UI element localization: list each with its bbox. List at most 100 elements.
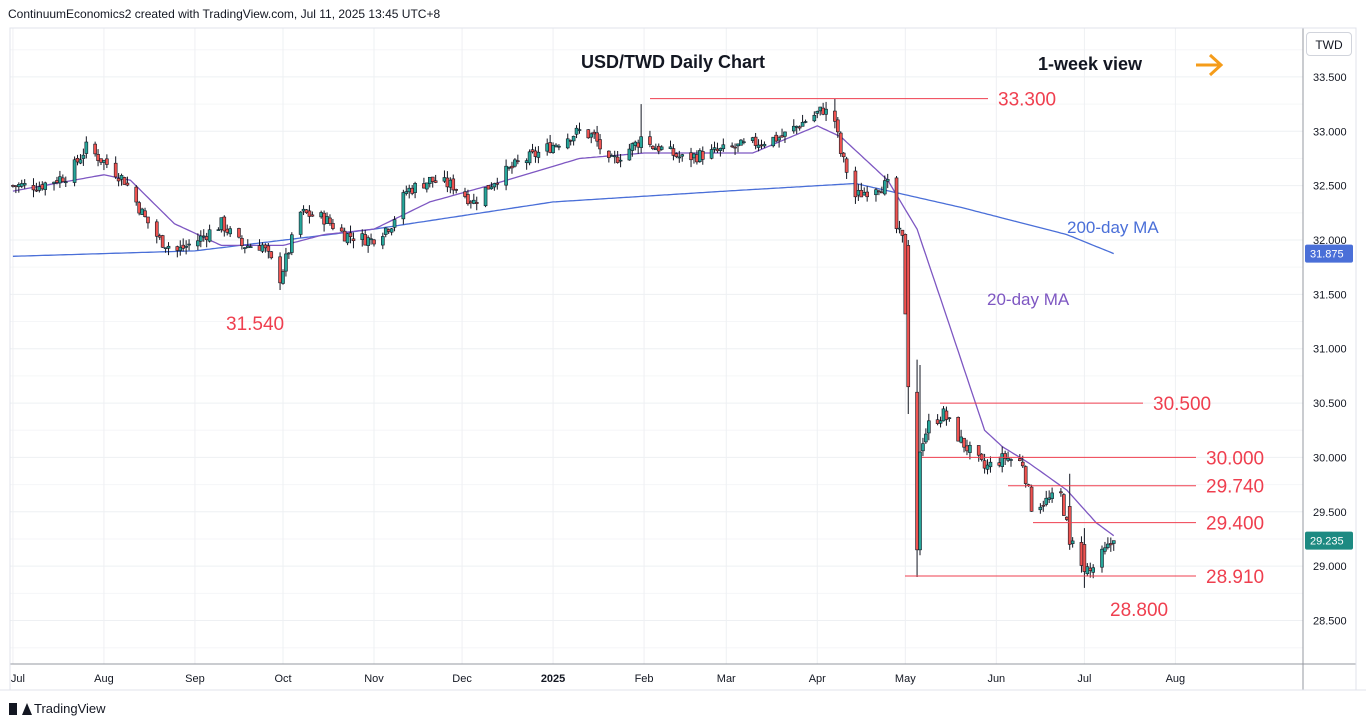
candle-body [1106,543,1110,548]
levels [650,98,1196,577]
candle [700,146,705,165]
candle [742,138,746,145]
candle-body [31,185,36,191]
candle-body [941,408,946,422]
candle [938,416,943,428]
x-tick-label: Sep [185,673,205,685]
candle [483,187,488,208]
candle-body [671,148,676,156]
candle-body [997,462,1002,466]
candle-body [1044,497,1049,505]
candle [944,406,949,426]
candle-body [37,186,42,191]
candle-body [469,201,473,204]
candle-body [659,146,664,150]
candle-body [154,221,159,237]
candle-body [988,461,993,468]
candle [1038,503,1043,514]
candle-body [495,182,500,185]
candle [865,186,869,202]
candle [654,143,658,151]
candle [777,135,781,148]
candle-body [516,160,520,163]
candle-body [219,217,224,230]
candle-body [105,158,109,165]
candle-body [17,184,21,188]
candle-body [93,143,97,155]
candle-body [1006,458,1010,461]
candle [360,229,365,247]
candle [342,227,347,242]
candle-body [281,271,285,284]
candle [586,129,591,139]
candle [982,453,987,474]
candle [885,173,890,189]
candle [527,149,532,166]
candle [81,148,86,166]
candle [63,176,68,187]
x-tick-label: Apr [809,673,826,685]
candle-body [530,149,535,153]
candle-body [372,239,376,245]
candle-body [824,108,828,115]
candle-body [565,138,570,149]
candle-body [862,192,867,196]
y-tick-label: 33.500 [1313,72,1347,84]
candle-body [921,443,925,452]
candle-body [924,433,928,443]
currency-button[interactable]: TWD [1306,32,1352,56]
candle [466,189,470,206]
candle-body [944,410,949,420]
candle [615,150,620,164]
candle [263,243,268,253]
candle [1050,487,1054,503]
candle [997,456,1002,468]
candle [507,166,511,171]
candle-body [263,244,268,249]
candle-body [833,110,837,122]
candle-body [307,210,312,217]
candle [43,181,48,196]
candle-body [783,131,787,137]
candle-body [630,143,635,151]
candle-body [527,151,532,164]
candle [633,140,638,151]
candle [369,233,373,245]
candle [243,247,247,254]
candle-body [592,131,596,135]
ma200-tag-text: 31.875 [1310,249,1344,261]
candle-body [75,157,80,163]
candle-body [915,391,919,551]
candle [780,128,784,138]
candle [1103,541,1107,555]
candle-body [674,153,679,157]
candle-body [1064,516,1069,520]
candle-body [1041,504,1046,507]
candle [771,136,776,148]
candle-body [759,144,764,147]
candle [140,207,144,215]
candle [401,189,406,225]
candle-body [58,176,62,184]
candle-body [700,151,705,160]
candle [125,176,130,187]
last-price-tag-bg [1305,531,1353,550]
candle-body [381,236,385,246]
candle-body [780,135,784,138]
candle [366,235,370,253]
footer[interactable]: TradingView [9,701,106,716]
last-price-tag: 29.235 [1305,531,1353,550]
candle-body [463,191,467,197]
candle-body [269,251,274,259]
candle-body [1062,494,1066,516]
candle-body [345,233,350,244]
candle [533,146,538,163]
ma200-tag-bg [1305,244,1353,263]
candle-body [812,114,817,122]
candle-body [201,235,206,238]
candle-body [1050,492,1054,499]
candle-body [695,154,699,163]
candle [918,365,922,556]
candle-body [290,234,294,253]
